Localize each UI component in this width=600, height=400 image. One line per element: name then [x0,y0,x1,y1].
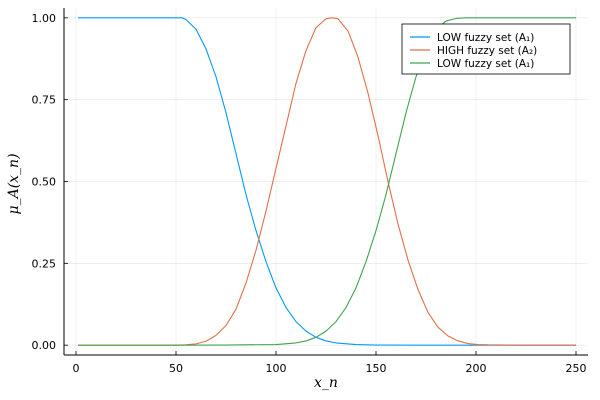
legend-label-1: LOW fuzzy set (A₁) [437,32,534,44]
legend-label-3: LOW fuzzy set (A₁) [437,58,534,70]
legend-label-2: HIGH fuzzy set (A₂) [437,45,537,57]
series-lines [78,17,576,346]
x-tick-label-1: 50 [169,362,183,375]
legend-box [401,23,571,75]
y-tick-label-1: 0.25 [32,257,57,270]
y-tick-label-2: 0.50 [32,176,57,189]
x-tick-label-5: 250 [566,362,587,375]
axes [63,8,588,356]
y-tick-label-3: 0.75 [32,94,57,107]
x-tick-label-3: 150 [366,362,387,375]
y-tick-label-0: 0.00 [32,339,57,352]
x-tick-label-2: 100 [266,362,287,375]
tick-labels: 0 50 100 150 200 250 0.00 0.25 0.50 0.75 1.00 [32,12,587,375]
x-tick-label-0: 0 [73,362,80,375]
x-tick-label-4: 200 [466,362,487,375]
y-tick-label-4: 1.00 [32,12,57,25]
x-axis-label: x_n [314,375,338,391]
series-line-1 [78,17,576,346]
series-line-2 [78,17,576,346]
series-line-3 [78,17,576,346]
legend: LOW fuzzy set (A₁) HIGH fuzzy set (A₂) L… [401,23,571,75]
y-axis-label: μ_A(x_n) [6,153,22,214]
